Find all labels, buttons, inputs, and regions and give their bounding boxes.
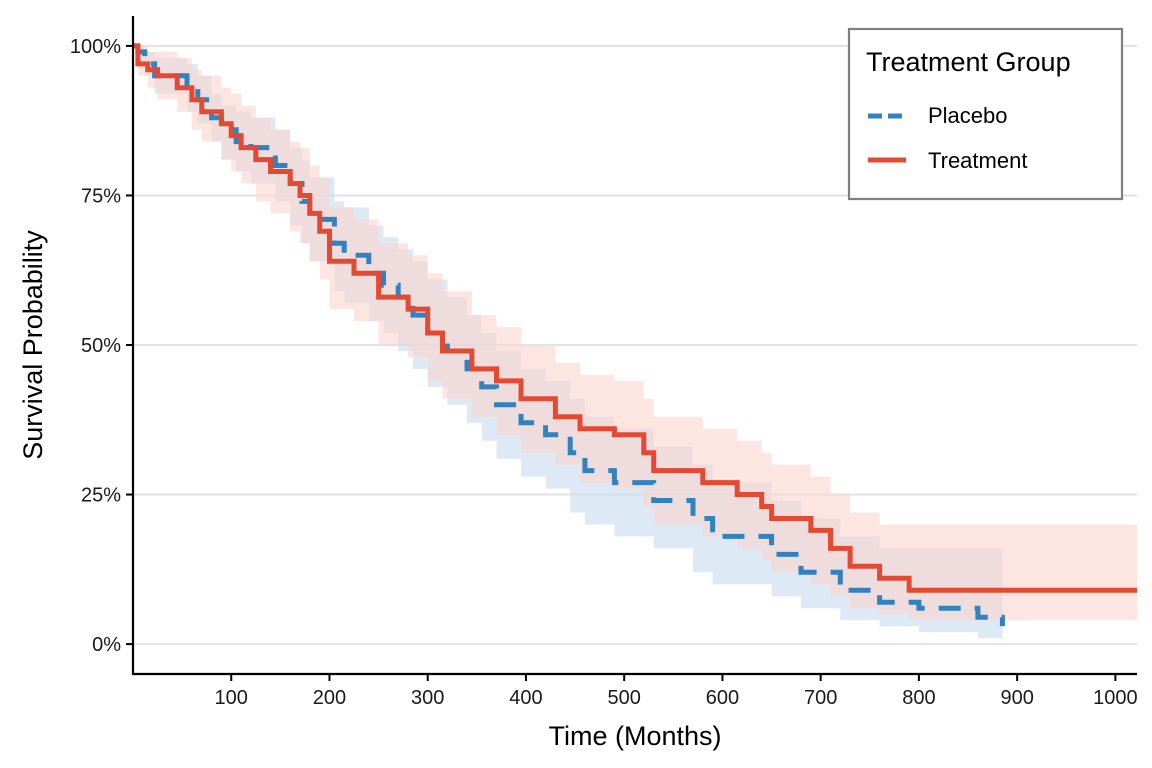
x-tick-label: 100 bbox=[215, 687, 248, 709]
x-tick-label: 200 bbox=[313, 687, 346, 709]
y-ticks: 0% 25% 50% 75% 100% bbox=[70, 36, 133, 656]
x-tick-label: 700 bbox=[804, 687, 837, 709]
legend-title: Treatment Group bbox=[866, 47, 1071, 77]
legend-label-treatment: Treatment bbox=[928, 148, 1027, 173]
confidence-bands bbox=[133, 45, 1137, 639]
x-tick-label: 800 bbox=[902, 687, 935, 709]
y-tick-label: 0% bbox=[92, 634, 121, 656]
y-axis-title: Survival Probability bbox=[18, 230, 48, 460]
confidence-band-treatment bbox=[133, 45, 1137, 621]
y-tick-label: 50% bbox=[81, 335, 121, 357]
x-tick-label: 900 bbox=[1000, 687, 1033, 709]
survival-curves bbox=[133, 43, 1137, 627]
x-ticks: 100 200 300 400 500 600 700 800 900 1000 bbox=[215, 674, 1138, 709]
y-tick-label: 25% bbox=[81, 485, 121, 507]
y-tick-label: 75% bbox=[81, 185, 121, 207]
x-tick-label: 600 bbox=[706, 687, 739, 709]
legend-label-placebo: Placebo bbox=[928, 103, 1008, 128]
x-axis-title: Time (Months) bbox=[548, 721, 721, 751]
legend: Treatment Group Placebo Treatment bbox=[847, 27, 1124, 201]
survival-line-treatment bbox=[133, 43, 1137, 593]
x-tick-label: 1000 bbox=[1093, 687, 1138, 709]
y-tick-label: 100% bbox=[70, 36, 121, 58]
x-tick-label: 500 bbox=[608, 687, 641, 709]
x-tick-label: 300 bbox=[411, 687, 444, 709]
x-tick-label: 400 bbox=[509, 687, 542, 709]
